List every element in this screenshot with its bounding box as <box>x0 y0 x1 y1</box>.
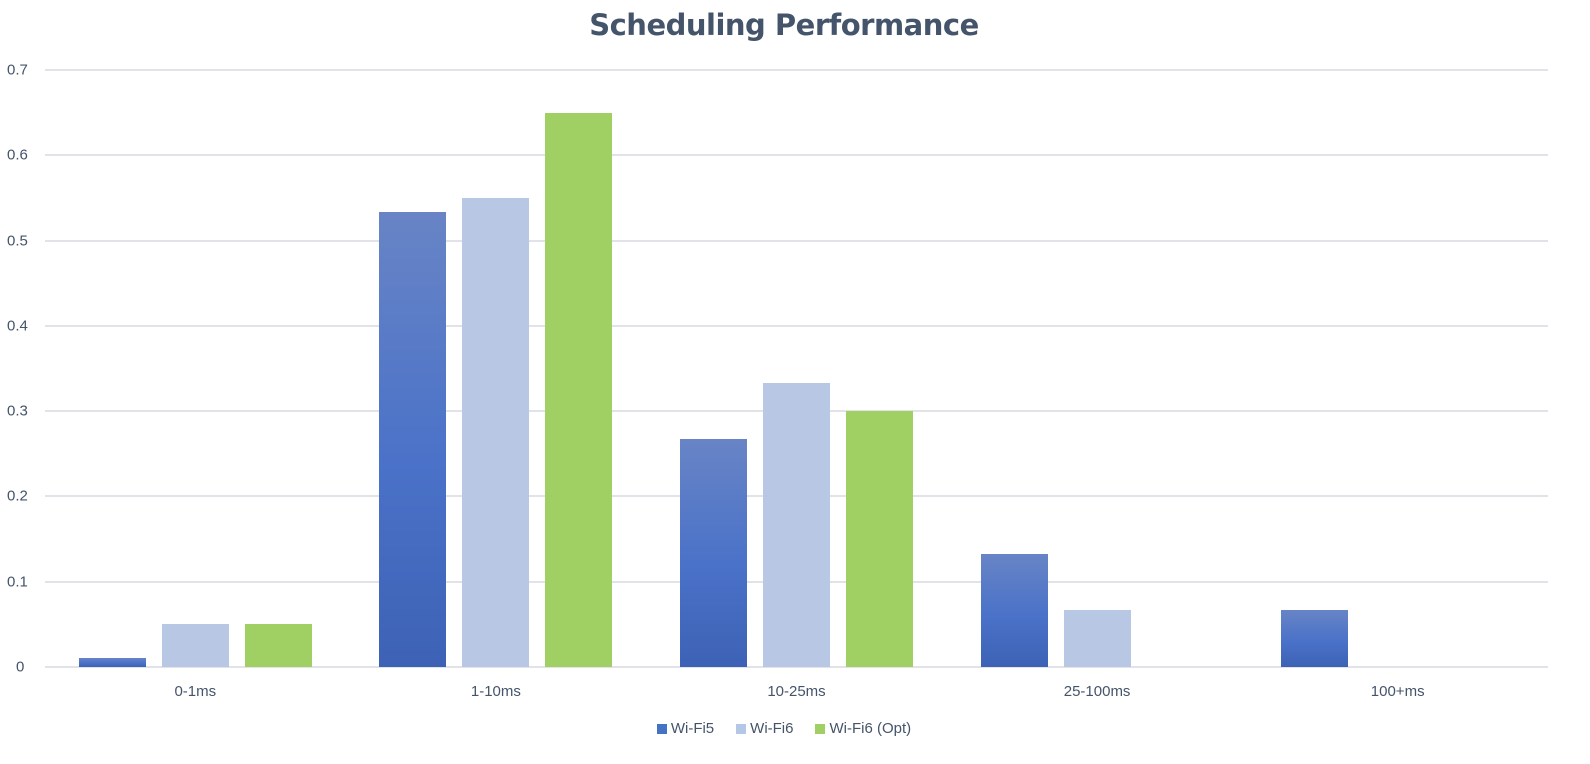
y-tick-label: 0.1 <box>7 573 28 591</box>
x-tick-label: 1-10ms <box>470 683 521 700</box>
gridline <box>45 666 1548 668</box>
legend-swatch-icon <box>815 723 826 734</box>
bar-wi-fi6-1-10ms <box>462 197 530 667</box>
plot-area <box>45 69 1548 668</box>
x-tick-label: 0-1ms <box>174 683 217 700</box>
y-tick-label: 0 <box>16 658 25 676</box>
gridline <box>45 154 1548 157</box>
legend-item: Wi-Fi6 (Opt) <box>815 720 911 737</box>
y-tick-label: 0.5 <box>7 232 28 250</box>
bar-wi-fi6-10-25ms <box>763 383 830 667</box>
x-tick-label: 10-25ms <box>767 683 826 700</box>
y-tick-label: 0.6 <box>7 146 28 164</box>
y-tick-label: 0.4 <box>7 317 28 335</box>
bar-wi-fi6-25-100ms <box>1063 609 1131 667</box>
bar-wi-fi5-0-1ms <box>78 658 146 667</box>
x-tick-label: 100+ms <box>1370 683 1425 700</box>
y-tick-label: 0.2 <box>7 487 28 505</box>
x-tick-label: 25-100ms <box>1063 683 1131 700</box>
bar-wi-fi5-100+ms <box>1281 609 1349 667</box>
legend-item: Wi-Fi6 <box>736 720 793 737</box>
legend-swatch-icon <box>736 723 747 734</box>
bar-wi-fi6-0-1ms <box>161 624 229 667</box>
legend-label: Wi-Fi6 (Opt) <box>829 720 912 737</box>
gridline <box>45 239 1548 242</box>
bar-wi-fi5-10-25ms <box>680 439 747 667</box>
legend-label: Wi-Fi6 <box>750 720 794 737</box>
gridline <box>45 69 1548 71</box>
bar-wi-fi6-opt-1-10ms <box>545 112 613 667</box>
y-tick-label: 0.7 <box>7 61 28 79</box>
bar-wi-fi6-opt-10-25ms <box>846 411 913 667</box>
legend-swatch-icon <box>656 723 667 734</box>
y-tick-label: 0.3 <box>7 402 28 420</box>
legend-item: Wi-Fi5 <box>656 720 715 737</box>
bar-wi-fi5-1-10ms <box>379 212 447 667</box>
chart-title: Scheduling Performance <box>589 8 979 42</box>
bar-wi-fi5-25-100ms <box>980 553 1048 667</box>
gridline <box>45 324 1548 327</box>
legend: Wi-Fi5 Wi-Fi6 Wi-Fi6 (Opt) <box>0 720 1568 737</box>
bar-wi-fi6-opt-0-1ms <box>244 624 312 667</box>
legend-label: Wi-Fi5 <box>670 720 715 737</box>
